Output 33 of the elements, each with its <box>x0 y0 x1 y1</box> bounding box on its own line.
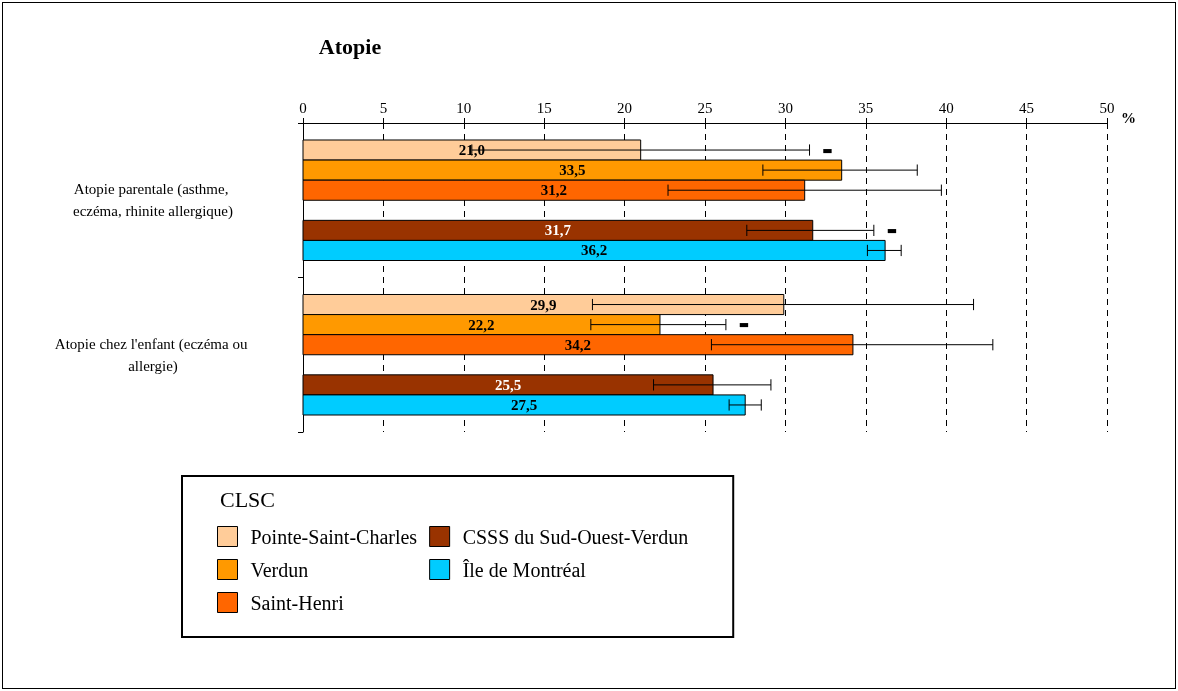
x-tick-label: 10 <box>456 99 472 116</box>
x-tick-label: 5 <box>379 99 388 116</box>
data-label: 31,2 <box>540 182 567 199</box>
legend-label: Verdun <box>250 558 309 581</box>
legend-label: Pointe-Saint-Charles <box>250 525 418 548</box>
x-tick-label: 25 <box>697 99 713 116</box>
data-label: 36,2 <box>580 242 608 259</box>
data-label: 34,2 <box>564 336 592 353</box>
x-tick-label: 0 <box>299 99 307 116</box>
y-tick-label: Atopie parentale (asthme, eczéma, rhinite allergique) <box>72 181 234 221</box>
x-tick-label: 45 <box>1019 99 1035 116</box>
legend-label: CSSS du Sud-Ouest-Verdun <box>462 525 689 548</box>
x-axis-title: % <box>1121 109 1136 126</box>
y-tick-label: Atopie chez l'enfant (eczéma ou allergie) <box>54 335 252 375</box>
data-label: 22,2 <box>468 316 495 333</box>
data-label: 27,5 <box>510 396 538 413</box>
data-label: 25,5 <box>494 376 522 393</box>
x-tick-label: 40 <box>938 99 954 116</box>
x-tick-label: 15 <box>536 99 552 116</box>
x-tick-label: 35 <box>858 99 874 116</box>
legend-title: CLSC <box>220 486 276 512</box>
x-tick-label: 30 <box>777 99 793 116</box>
x-tick-label: 20 <box>617 99 633 116</box>
data-label: 29,9 <box>530 296 557 313</box>
annotation: ▬ <box>738 318 750 332</box>
annotation: ▬ <box>822 143 833 157</box>
data-label: 31,7 <box>544 222 572 239</box>
annotation: ▬ <box>886 223 898 237</box>
x-tick-label: 50 <box>1099 99 1115 116</box>
chart-title: Atopie <box>318 33 382 59</box>
legend-label: Île de Montréal <box>462 558 587 581</box>
legend-label: Saint-Henri <box>250 591 345 614</box>
data-label: 33,5 <box>559 162 586 179</box>
